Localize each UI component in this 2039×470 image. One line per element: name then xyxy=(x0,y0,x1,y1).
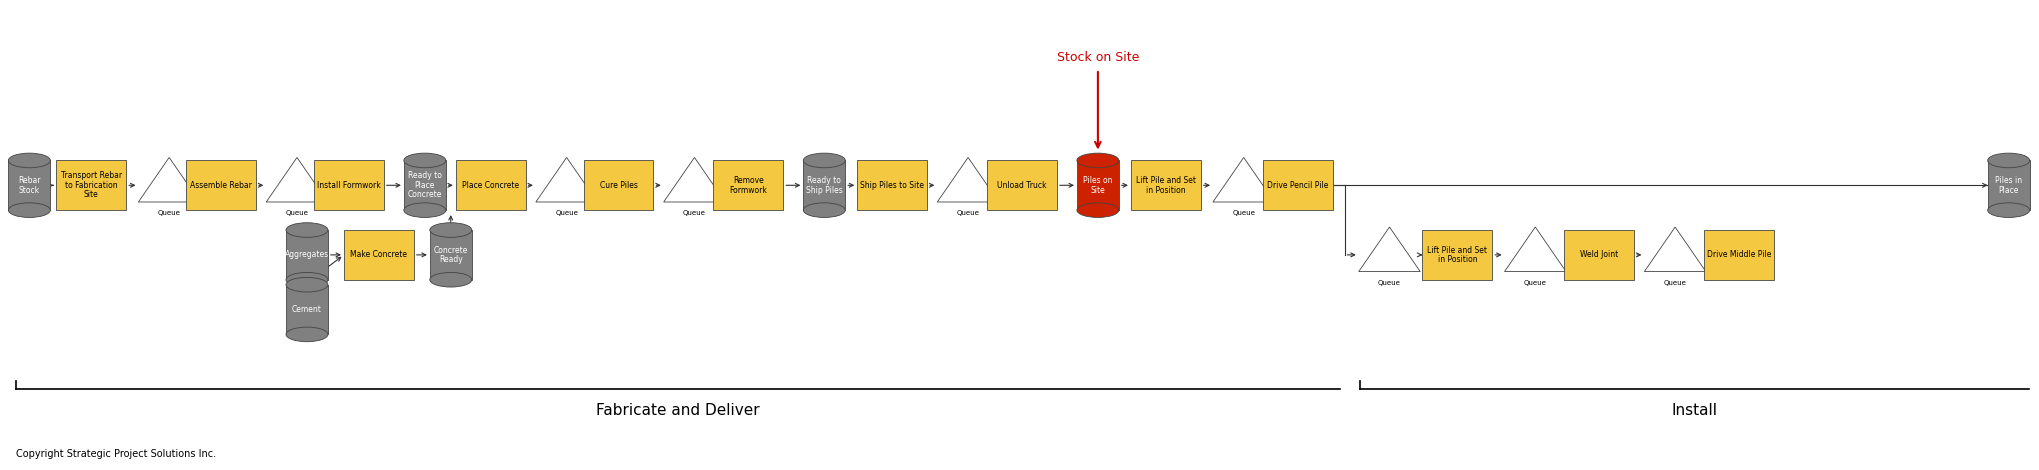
Text: Remove
Formwork: Remove Formwork xyxy=(730,176,767,195)
Bar xyxy=(285,285,328,335)
Polygon shape xyxy=(536,157,597,202)
Bar xyxy=(455,160,526,210)
Ellipse shape xyxy=(8,153,51,168)
Text: Install Formwork: Install Formwork xyxy=(316,181,381,190)
Ellipse shape xyxy=(1077,153,1117,168)
Text: Fabricate and Deliver: Fabricate and Deliver xyxy=(595,403,759,418)
Bar xyxy=(430,230,471,280)
Text: Concrete
Ready: Concrete Ready xyxy=(434,245,467,264)
Text: Copyright Strategic Project Solutions Inc.: Copyright Strategic Project Solutions In… xyxy=(16,449,216,459)
Polygon shape xyxy=(1643,227,1705,272)
Text: Assemble Rebar: Assemble Rebar xyxy=(190,181,253,190)
Polygon shape xyxy=(267,157,328,202)
Ellipse shape xyxy=(8,203,51,218)
Bar xyxy=(987,160,1056,210)
Bar xyxy=(57,160,126,210)
Text: Stock on Site: Stock on Site xyxy=(1056,51,1138,64)
Ellipse shape xyxy=(1986,153,2029,168)
Bar xyxy=(1421,230,1493,280)
Text: Queue: Queue xyxy=(1378,280,1401,286)
Bar xyxy=(8,160,51,210)
Bar xyxy=(1703,230,1774,280)
Text: Rebar
Stock: Rebar Stock xyxy=(18,176,41,195)
Text: Piles in
Place: Piles in Place xyxy=(1994,176,2021,195)
Ellipse shape xyxy=(1986,203,2029,218)
Text: Ready to
Ship Piles: Ready to Ship Piles xyxy=(805,176,842,195)
Ellipse shape xyxy=(285,327,328,342)
Bar xyxy=(803,160,844,210)
Bar xyxy=(1130,160,1201,210)
Ellipse shape xyxy=(404,203,447,218)
Bar xyxy=(345,230,414,280)
Ellipse shape xyxy=(404,153,447,168)
Bar xyxy=(404,160,447,210)
Text: Queue: Queue xyxy=(1232,210,1254,216)
Bar xyxy=(1564,230,1633,280)
Text: Place Concrete: Place Concrete xyxy=(463,181,520,190)
Bar xyxy=(856,160,926,210)
Text: Piles on
Site: Piles on Site xyxy=(1083,176,1111,195)
Text: Queue: Queue xyxy=(956,210,979,216)
Text: Cure Piles: Cure Piles xyxy=(599,181,636,190)
Ellipse shape xyxy=(1077,203,1117,218)
Polygon shape xyxy=(139,157,200,202)
Text: Queue: Queue xyxy=(555,210,577,216)
Bar xyxy=(1986,160,2029,210)
Text: Make Concrete: Make Concrete xyxy=(351,251,408,259)
Bar xyxy=(1262,160,1331,210)
Polygon shape xyxy=(1358,227,1419,272)
Polygon shape xyxy=(663,157,724,202)
Polygon shape xyxy=(1213,157,1274,202)
Text: Drive Middle Pile: Drive Middle Pile xyxy=(1707,251,1770,259)
Text: Install: Install xyxy=(1670,403,1717,418)
Text: Ship Piles to Site: Ship Piles to Site xyxy=(860,181,924,190)
Text: Queue: Queue xyxy=(157,210,181,216)
Ellipse shape xyxy=(285,273,328,287)
Bar xyxy=(583,160,652,210)
Text: Queue: Queue xyxy=(1523,280,1546,286)
Bar xyxy=(285,230,328,280)
Polygon shape xyxy=(1505,227,1566,272)
Ellipse shape xyxy=(803,203,844,218)
Text: Weld Joint: Weld Joint xyxy=(1580,251,1617,259)
Text: Cement: Cement xyxy=(292,305,322,314)
Text: Unload Truck: Unload Truck xyxy=(997,181,1046,190)
Text: Aggregates: Aggregates xyxy=(285,251,328,259)
Text: Queue: Queue xyxy=(1664,280,1686,286)
Text: Ready to
Place
Concrete: Ready to Place Concrete xyxy=(408,171,442,199)
Text: Drive Pencil Pile: Drive Pencil Pile xyxy=(1266,181,1327,190)
Ellipse shape xyxy=(285,223,328,237)
Text: Transport Rebar
to Fabrication
Site: Transport Rebar to Fabrication Site xyxy=(61,171,122,199)
Bar xyxy=(714,160,783,210)
Ellipse shape xyxy=(803,153,844,168)
Polygon shape xyxy=(936,157,999,202)
Ellipse shape xyxy=(430,223,471,237)
Text: Queue: Queue xyxy=(683,210,705,216)
Text: Lift Pile and Set
in Position: Lift Pile and Set in Position xyxy=(1427,245,1486,264)
Ellipse shape xyxy=(285,277,328,292)
Bar xyxy=(1077,160,1117,210)
Bar xyxy=(186,160,257,210)
Ellipse shape xyxy=(430,273,471,287)
Bar xyxy=(314,160,383,210)
Text: Lift Pile and Set
in Position: Lift Pile and Set in Position xyxy=(1136,176,1195,195)
Text: Queue: Queue xyxy=(285,210,308,216)
